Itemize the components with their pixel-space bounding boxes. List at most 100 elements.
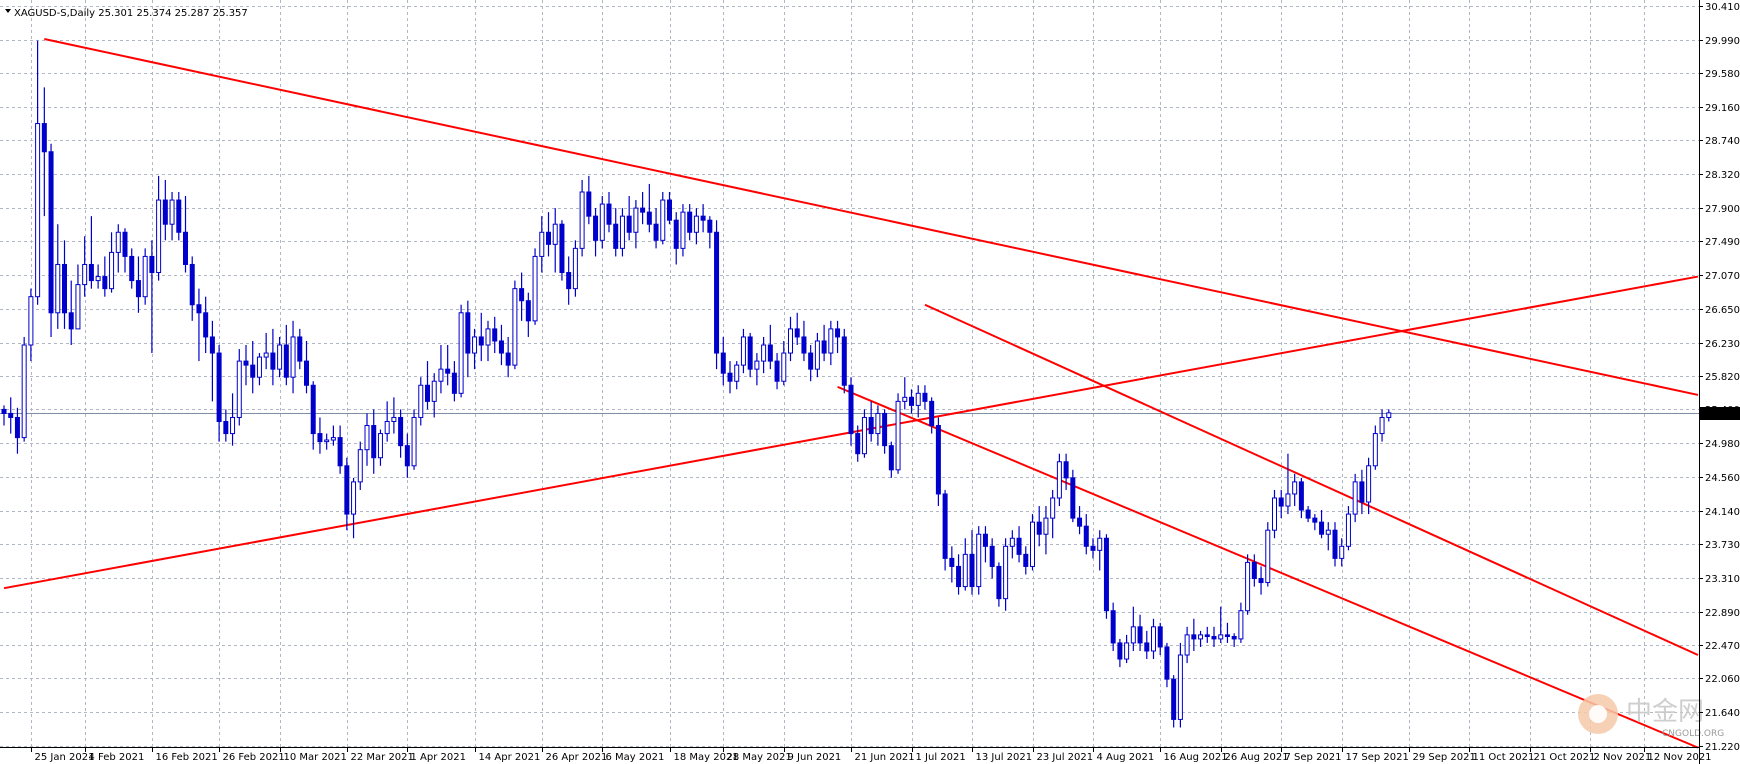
candle-body-up	[1009, 537, 1015, 547]
candle	[203, 296, 209, 354]
candle-body-up	[438, 368, 444, 382]
candle-body-up	[230, 416, 236, 435]
candle-body-down	[102, 276, 108, 290]
candle-body-down	[270, 352, 276, 370]
candle	[586, 175, 592, 225]
candle	[21, 336, 27, 442]
candle-body-up	[976, 533, 982, 588]
candle	[1224, 622, 1230, 643]
candle	[996, 562, 1002, 607]
candle-body-up	[814, 340, 820, 370]
candle	[720, 336, 726, 386]
candle	[1030, 514, 1035, 571]
candle	[109, 232, 115, 293]
candle-body-down	[1023, 553, 1029, 567]
candle-body-down	[478, 336, 484, 346]
candle	[62, 240, 67, 329]
candle-body-down	[283, 344, 289, 378]
candle	[1184, 626, 1190, 664]
x-tick-label: 26 Aug 2021	[1225, 752, 1289, 763]
candle	[1292, 473, 1298, 507]
candle	[88, 216, 94, 289]
x-tick-label: 16 Aug 2021	[1164, 752, 1228, 763]
candle-body-down	[1298, 481, 1304, 511]
candle	[351, 477, 357, 539]
candle	[727, 361, 733, 394]
candle-body-down	[841, 336, 847, 386]
timeframe-label: Daily	[70, 8, 95, 19]
candle-body-down	[129, 255, 135, 282]
candle-body-down	[1319, 521, 1325, 535]
y-tick-label: 26.230	[1705, 339, 1740, 350]
candle-body-up	[828, 328, 834, 354]
candle	[263, 332, 269, 370]
candle-body-down	[821, 340, 827, 354]
candle-body-down	[451, 372, 457, 394]
candle	[767, 324, 773, 370]
y-tick-label: 29.990	[1705, 36, 1740, 47]
candle	[1036, 506, 1042, 547]
candle-body-down	[8, 412, 14, 418]
x-tick-label: 2 Nov 2021	[1594, 752, 1652, 763]
candle-body-down	[1224, 634, 1230, 637]
candle	[216, 344, 222, 442]
candle	[297, 328, 303, 370]
cngold-logo-inner-icon	[1589, 705, 1607, 723]
candle-body-up	[1198, 634, 1204, 640]
x-tick-label: 25 Jan 2021	[35, 752, 95, 763]
candle-body-down	[949, 557, 955, 567]
candle	[102, 256, 108, 297]
y-tick-label: 26.650	[1705, 305, 1740, 316]
candle	[1144, 630, 1150, 660]
candle	[1151, 618, 1156, 660]
candle-body-up	[290, 336, 296, 378]
candle	[539, 216, 545, 273]
candle-body-down	[1090, 545, 1096, 551]
y-tick-label: 23.730	[1705, 540, 1740, 551]
ohlc-values: 25.301 25.374 25.287 25.357	[98, 8, 248, 19]
candle	[1157, 622, 1163, 656]
candle-body-down	[189, 263, 195, 306]
candle	[1137, 614, 1143, 651]
candle	[902, 377, 908, 410]
trendline-channel-top[interactable]	[924, 303, 1699, 656]
candle	[438, 344, 444, 394]
candle	[1023, 546, 1029, 575]
candle	[1130, 606, 1136, 651]
candle	[1009, 530, 1015, 559]
candle	[1319, 510, 1325, 539]
y-tick-label: 24.980	[1705, 439, 1740, 450]
candle	[404, 433, 410, 478]
candle	[230, 393, 236, 446]
candle	[384, 401, 390, 442]
candle	[1218, 606, 1224, 643]
y-tick-label: 27.070	[1705, 271, 1740, 282]
candle-body-up	[431, 380, 437, 402]
candle-body-down	[855, 433, 861, 455]
candle	[1325, 522, 1331, 551]
candle-body-up	[788, 328, 793, 354]
menu-triangle-icon[interactable]	[5, 9, 11, 13]
trendline-upper-resistance[interactable]	[44, 38, 1699, 396]
candle-body-down	[297, 336, 303, 362]
candle-body-down	[1063, 461, 1069, 479]
candle	[835, 320, 841, 354]
x-tick-label: 10 Mar 2021	[284, 752, 347, 763]
candle-body-up	[1056, 461, 1062, 499]
candle	[14, 407, 20, 454]
candle	[1332, 522, 1338, 567]
candle-body-up	[1184, 634, 1190, 656]
candle-body-down	[942, 493, 948, 559]
candle-body-down	[613, 223, 619, 249]
candle-body-down	[1312, 517, 1318, 523]
candle-body-down	[371, 425, 377, 459]
candle	[28, 288, 34, 362]
candle	[888, 441, 894, 478]
y-tick-label: 29.580	[1705, 69, 1740, 80]
candle-body-down	[1211, 635, 1217, 640]
candle-body-down	[794, 328, 800, 338]
candle-body-up	[1238, 610, 1244, 640]
candle	[8, 397, 14, 434]
